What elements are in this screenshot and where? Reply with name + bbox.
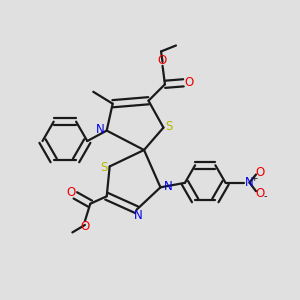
Text: N: N [245,176,254,189]
Text: -: - [263,192,267,202]
Text: O: O [184,76,193,89]
Text: S: S [100,161,107,174]
Text: +: + [250,174,258,183]
Text: O: O [80,220,89,233]
Text: O: O [157,54,167,67]
Text: O: O [66,186,75,199]
Text: O: O [255,187,265,200]
Text: S: S [165,120,172,133]
Text: O: O [255,166,265,179]
Text: N: N [164,180,172,193]
Text: N: N [96,123,104,136]
Text: N: N [134,209,142,222]
